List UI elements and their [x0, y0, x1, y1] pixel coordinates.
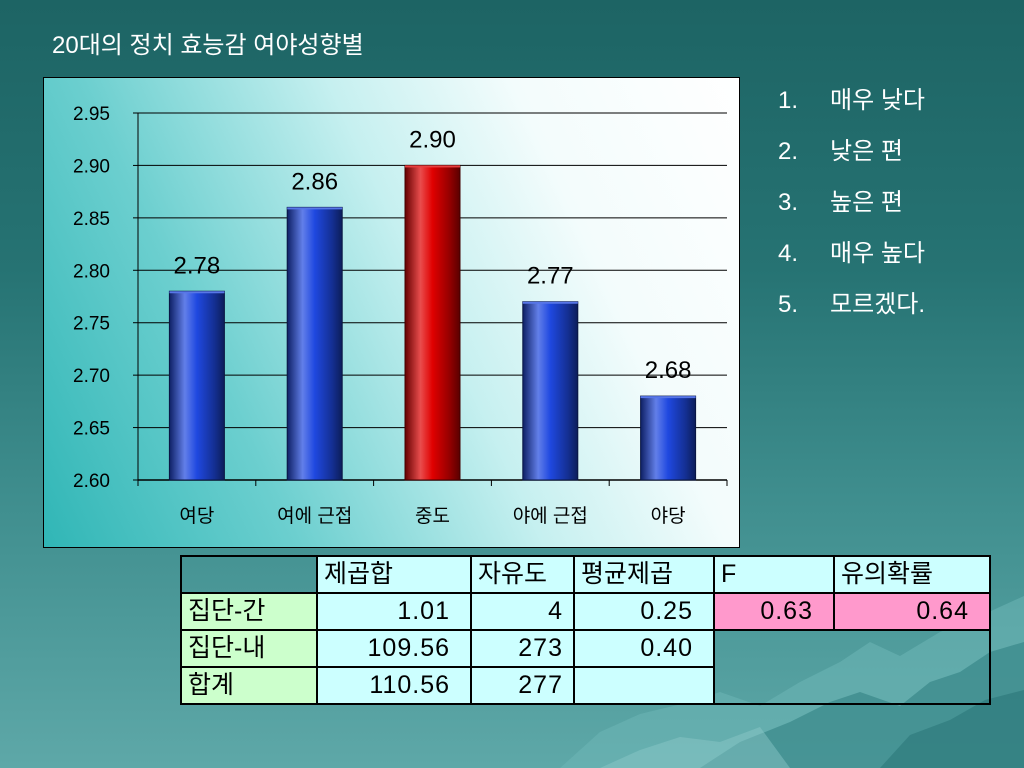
sum-of-squares-cell: 109.56 — [316, 629, 472, 668]
x-tick-label-4: 야에 근접 — [513, 505, 588, 527]
header-f-value: F — [713, 555, 835, 594]
x-tick-label-2: 여에 근접 — [277, 505, 352, 527]
scale-legend-number: 1. — [778, 87, 799, 114]
slide-title: 20대의 정치 효능감 여야성향별 — [52, 32, 364, 59]
scale-legend-label: 낮은 편 — [830, 138, 903, 165]
bar-1 — [168, 290, 225, 481]
bar-5 — [640, 395, 697, 481]
bar-top-highlight-4 — [522, 301, 578, 304]
sum-of-squares-cell: 1.01 — [316, 592, 472, 631]
x-tick-label-1: 여당 — [179, 505, 214, 527]
data-label-3: 2.90 — [409, 126, 456, 153]
data-label-2: 2.86 — [291, 168, 338, 195]
degrees-of-freedom-cell: 277 — [470, 666, 575, 705]
scale-legend-label: 모르겠다. — [830, 291, 925, 318]
mean-square-cell: 0.25 — [573, 592, 715, 631]
merged-empty-cell — [713, 629, 991, 705]
degrees-of-freedom-cell: 273 — [470, 629, 575, 668]
bar-top-highlight-5 — [640, 396, 696, 399]
scale-legend-item: 5. 모르겠다. — [778, 290, 925, 341]
scale-legend-number: 3. — [778, 189, 799, 216]
data-label-4: 2.77 — [527, 263, 574, 290]
header-degrees-of-freedom: 자유도 — [470, 555, 575, 594]
y-tick-label: 2.65 — [73, 419, 110, 440]
data-label-1: 2.78 — [174, 252, 221, 279]
header-mean-square: 평균제곱 — [573, 555, 715, 594]
mean-square-cell — [573, 666, 715, 705]
data-label-5: 2.68 — [645, 357, 692, 384]
bar-top-highlight-2 — [287, 207, 343, 210]
bar-chart: 2.60 2.65 2.70 2.75 2.80 2.85 2.90 2.95 2.78 여당 2.… — [73, 104, 728, 527]
scale-legend-number: 4. — [778, 240, 799, 267]
scale-legend-label: 매우 높다 — [830, 240, 925, 267]
mean-square-cell: 0.40 — [573, 629, 715, 668]
table-header-row: 제곱합 자유도 평균제곱 F 유의확률 — [180, 555, 991, 594]
y-tick-label: 2.75 — [73, 314, 110, 335]
scale-legend-number: 2. — [778, 138, 799, 165]
y-tick-label: 2.60 — [73, 471, 110, 492]
bar-top-highlight-1 — [169, 291, 225, 294]
bar-3 — [404, 164, 461, 481]
scale-legend-item: 4. 매우 높다 — [778, 239, 925, 290]
scale-legend-item: 1. 매우 낮다 — [778, 86, 925, 137]
scale-legend-number: 5. — [778, 291, 799, 318]
f-value-cell: 0.63 — [713, 592, 835, 631]
y-tick-label: 2.85 — [73, 209, 110, 230]
y-tick-label: 2.95 — [73, 104, 110, 125]
table-row-label: 합계 — [180, 666, 318, 705]
table-corner-cell — [180, 555, 318, 594]
table-row-within-groups: 집단-내 109.56 273 0.40 — [180, 629, 991, 705]
degrees-of-freedom-cell: 4 — [470, 592, 575, 631]
x-tick-label-3: 중도 — [415, 506, 450, 527]
sum-of-squares-cell: 110.56 — [316, 666, 472, 705]
bar-2 — [286, 206, 343, 481]
table-row-label: 집단-간 — [180, 592, 318, 631]
x-tick-label-5: 야당 — [651, 505, 686, 527]
scale-legend-label: 높은 편 — [830, 189, 903, 216]
table-row-label: 집단-내 — [180, 629, 318, 668]
scale-legend: 1. 매우 낮다 2. 낮은 편 3. 높은 편 4. 매우 높다 5. 모르겠다. — [778, 86, 925, 341]
scale-legend-item: 3. 높은 편 — [778, 188, 925, 239]
y-tick-label: 2.80 — [73, 261, 110, 282]
table-row-between-groups: 집단-간 1.01 4 0.25 0.63 0.64 — [180, 592, 991, 631]
anova-table: 제곱합 자유도 평균제곱 F 유의확률 집단-간 1.01 4 0.25 0.6… — [180, 555, 991, 705]
scale-legend-item: 2. 낮은 편 — [778, 137, 925, 188]
significance-cell: 0.64 — [833, 592, 991, 631]
bar-chart-panel: 2.60 2.65 2.70 2.75 2.80 2.85 2.90 2.95 2.78 여당 2.… — [43, 77, 740, 548]
scale-legend-label: 매우 낮다 — [830, 87, 925, 114]
header-significance: 유의확률 — [833, 555, 991, 594]
header-sum-of-squares: 제곱합 — [316, 555, 472, 594]
y-tick-label: 2.90 — [73, 156, 110, 177]
y-tick-label: 2.70 — [73, 366, 110, 387]
table-row-total: 합계 110.56 277 — [180, 666, 990, 705]
bar-4 — [522, 301, 579, 481]
bar-top-highlight-3 — [405, 165, 460, 168]
